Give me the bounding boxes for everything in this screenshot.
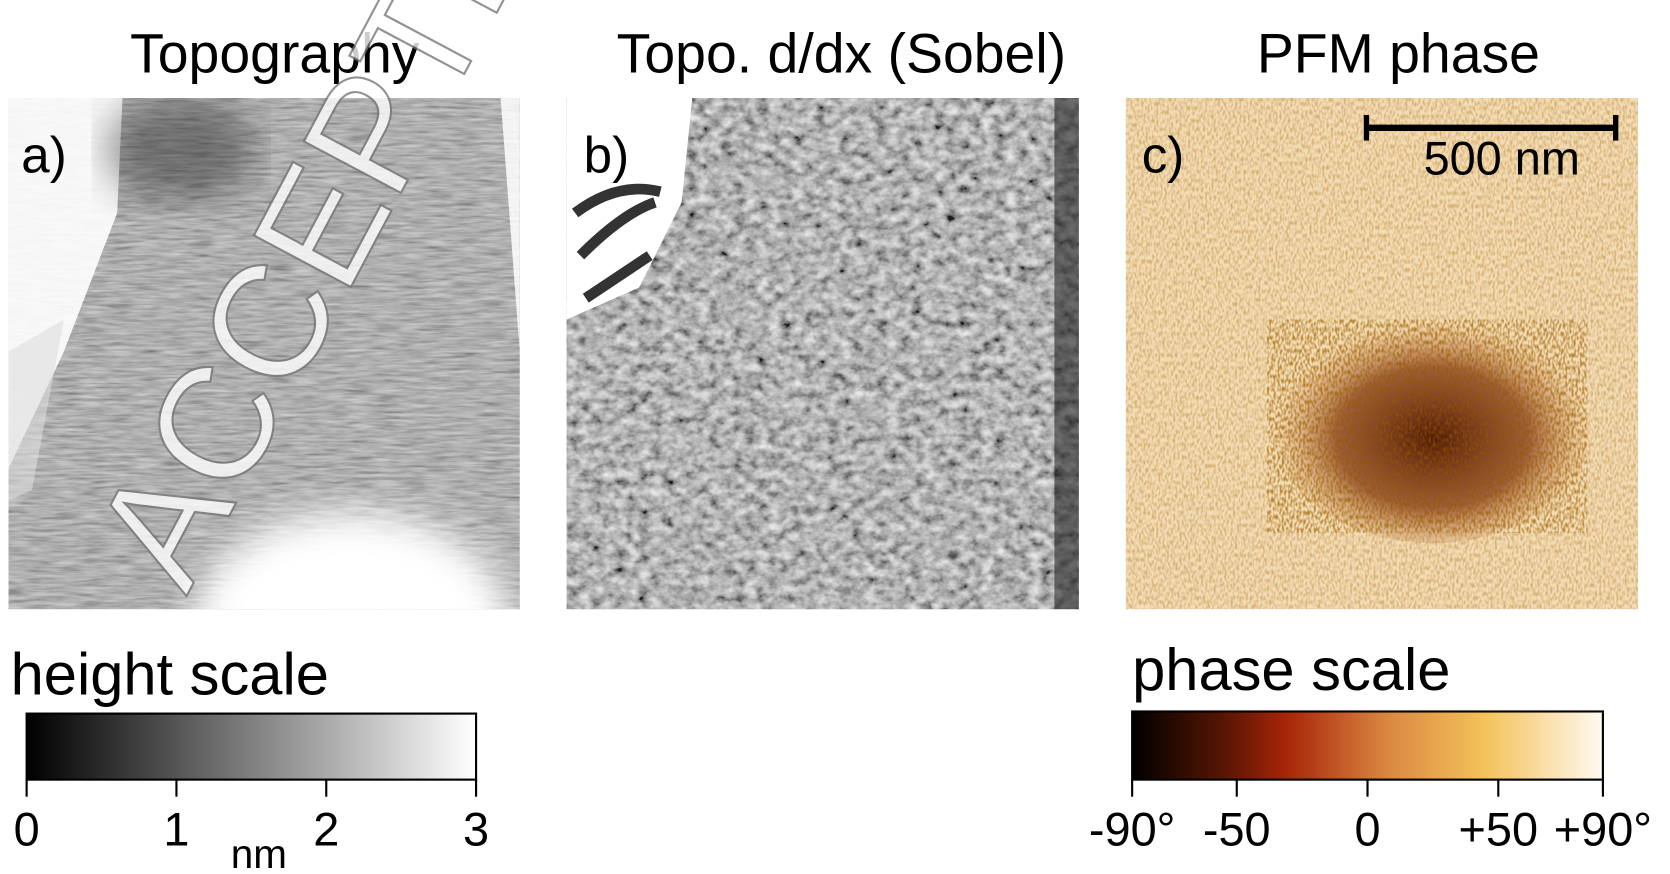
tick-label: 1 (163, 804, 189, 856)
tick-label: -50 (1203, 804, 1271, 856)
tick-label: 3 (463, 804, 489, 856)
sobel-image (567, 98, 1079, 609)
figure: Topography Topo. d/dx (Sobel) PFM phase … (0, 0, 1670, 874)
panel-label: c) (1142, 127, 1185, 184)
colorbar-title: phase scale (1132, 636, 1450, 703)
colorbar (27, 714, 476, 780)
panel-label: a) (21, 127, 66, 184)
scale-bar-label: 500 nm (1424, 133, 1580, 185)
tick-label: -90° (1089, 804, 1175, 856)
tick-label: +90° (1554, 804, 1652, 856)
tick-label: 2 (313, 804, 339, 856)
page: Topography Topo. d/dx (Sobel) PFM phase … (0, 0, 1670, 874)
colorbar-title: height scale (11, 640, 329, 707)
tick-label: 0 (1354, 804, 1380, 856)
tick-label: +50 (1459, 804, 1539, 856)
panel-title: Topo. d/dx (Sobel) (617, 22, 1066, 84)
panel-label: b) (584, 127, 629, 184)
colorbar-unit: nm (231, 831, 287, 874)
colorbar (1132, 711, 1603, 779)
panel-title: PFM phase (1257, 22, 1540, 84)
tick-label: 0 (14, 804, 40, 856)
